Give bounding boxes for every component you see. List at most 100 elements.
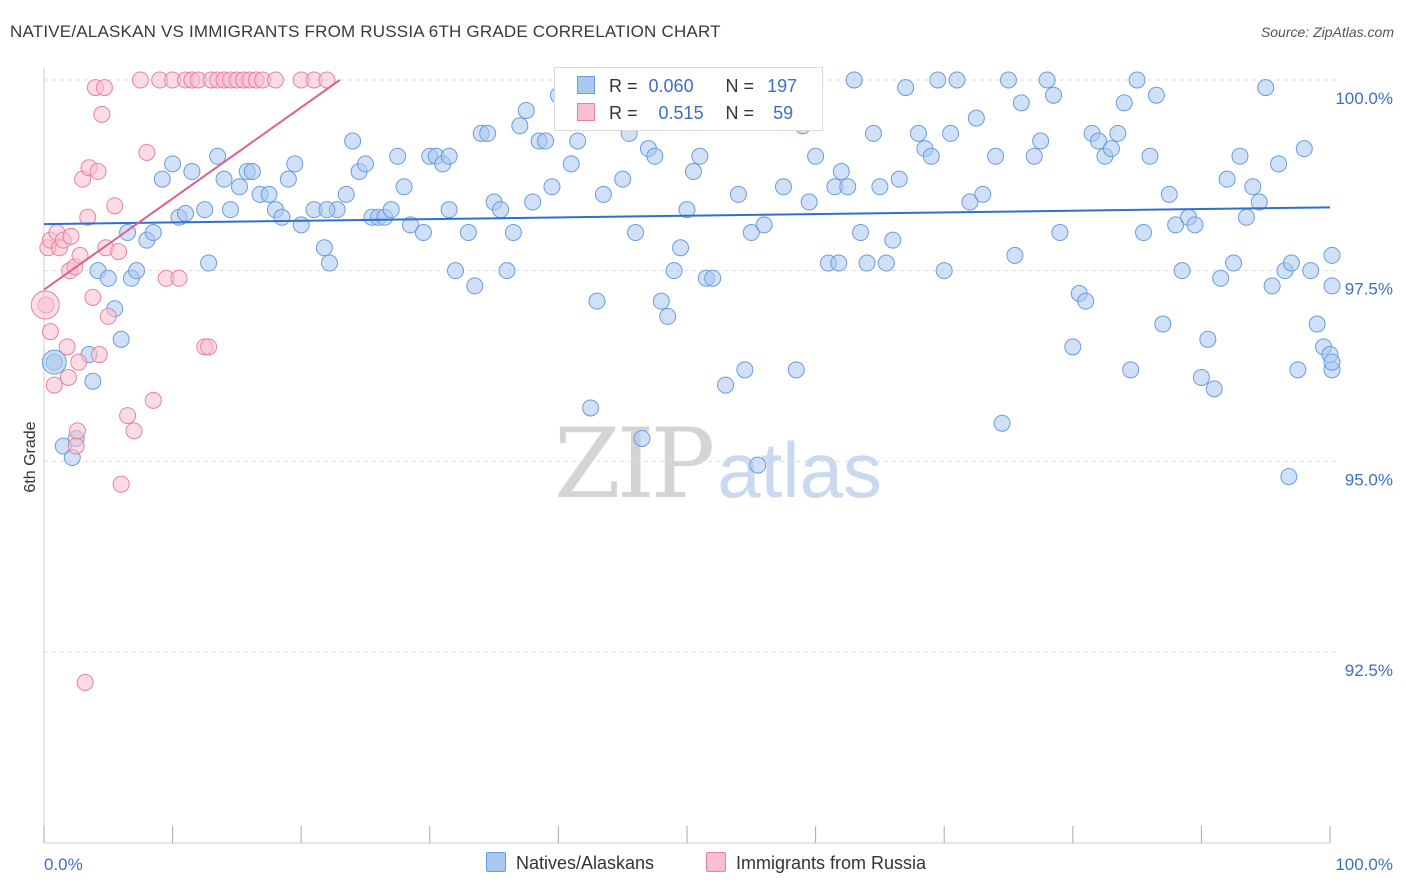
native-point	[1302, 262, 1320, 280]
native-point	[1006, 246, 1024, 264]
native-point	[633, 429, 651, 447]
axis-layer	[43, 68, 1331, 844]
native-point	[286, 155, 304, 173]
native-point	[1141, 147, 1159, 165]
native-point	[614, 170, 632, 188]
russia-point	[59, 368, 77, 386]
y-tick-label: 97.5%	[1345, 280, 1393, 299]
native-point	[1115, 94, 1133, 112]
native-point	[492, 201, 510, 219]
trend-layer	[43, 79, 1331, 291]
native-point	[1289, 361, 1307, 379]
native-point	[84, 372, 102, 390]
native-point	[1173, 262, 1191, 280]
native-point	[1244, 178, 1262, 196]
native-point	[1263, 277, 1281, 295]
native-point	[200, 254, 218, 272]
natives-trend-line	[43, 206, 1331, 226]
russia-point	[112, 475, 130, 493]
native-point	[755, 216, 773, 234]
native-point	[1323, 246, 1341, 264]
native-point	[678, 201, 696, 219]
r-value: 0.515	[658, 103, 704, 123]
native-point	[807, 147, 825, 165]
native-point	[569, 132, 587, 150]
native-point	[922, 147, 940, 165]
native-point	[935, 262, 953, 280]
native-point	[440, 147, 458, 165]
native-point	[511, 117, 529, 135]
native-point	[382, 201, 400, 219]
native-point	[221, 201, 239, 219]
native-point	[1012, 94, 1030, 112]
native-point	[447, 262, 465, 280]
native-point	[1000, 71, 1017, 89]
native-point	[1280, 468, 1298, 486]
native-point	[1045, 86, 1063, 104]
native-point	[993, 414, 1011, 432]
native-point	[1308, 315, 1326, 333]
native-point	[517, 102, 535, 120]
native-point	[1064, 338, 1082, 356]
stats-legend: R = 0.060 N = 197 R = 0.515 N = 59	[554, 67, 823, 131]
native-point	[459, 224, 477, 242]
native-point	[41, 349, 67, 375]
russia-point	[99, 307, 117, 325]
russia-swatch	[577, 103, 595, 121]
native-point	[897, 79, 915, 97]
tick-label-layer: 100.0% 97.5% 95.0% 92.5% 0.0% 100.0%	[44, 89, 1393, 874]
native-point	[1122, 361, 1140, 379]
native-point	[987, 147, 1005, 165]
legend-item-natives[interactable]: Natives/Alaskans	[486, 852, 654, 874]
series-legend: Natives/Alaskans Immigrants from Russia	[0, 852, 1406, 876]
native-point	[1257, 79, 1275, 97]
native-point	[215, 170, 233, 188]
native-point	[440, 201, 458, 219]
native-point	[414, 224, 432, 242]
native-point	[845, 71, 863, 89]
native-point	[1090, 132, 1108, 150]
native-point	[877, 254, 895, 272]
russia-point	[138, 143, 156, 161]
native-point	[1109, 124, 1127, 142]
native-point	[318, 201, 336, 219]
legend-item-russia[interactable]: Immigrants from Russia	[706, 852, 926, 874]
native-point	[176, 204, 194, 222]
russia-point	[62, 227, 80, 245]
native-point	[967, 109, 985, 127]
n-value: 197	[767, 76, 798, 96]
russia-point	[30, 290, 60, 320]
native-point	[646, 147, 664, 165]
native-point	[1167, 216, 1185, 234]
russia-point	[106, 197, 124, 215]
native-point	[1250, 193, 1268, 211]
native-point	[524, 193, 542, 211]
native-point	[832, 163, 850, 181]
native-point	[128, 262, 146, 280]
r-label: R =	[609, 76, 638, 96]
native-point	[292, 216, 310, 234]
y-tick-label: 95.0%	[1345, 470, 1393, 489]
russia-point	[95, 79, 113, 97]
native-point	[537, 132, 555, 150]
native-point	[729, 185, 747, 203]
native-point	[909, 124, 927, 142]
native-point	[704, 269, 722, 287]
stats-row-russia: R = 0.515 N = 59	[577, 103, 793, 124]
native-point	[320, 254, 338, 272]
native-point	[1212, 269, 1230, 287]
native-point	[466, 277, 484, 295]
native-point	[749, 456, 767, 474]
native-point	[672, 239, 690, 257]
r-label: R =	[609, 103, 638, 123]
russia-point	[84, 288, 102, 306]
chart-title: NATIVE/ALASKAN VS IMMIGRANTS FROM RUSSIA…	[10, 22, 721, 41]
native-point	[787, 361, 805, 379]
native-point	[736, 361, 754, 379]
source-credit: Source: ZipAtlas.com	[1260, 24, 1394, 40]
native-point	[1038, 71, 1056, 89]
x-tick-label-min: 0.0%	[44, 855, 83, 874]
russia-point	[41, 323, 59, 341]
native-point	[852, 224, 870, 242]
native-point	[99, 269, 117, 287]
